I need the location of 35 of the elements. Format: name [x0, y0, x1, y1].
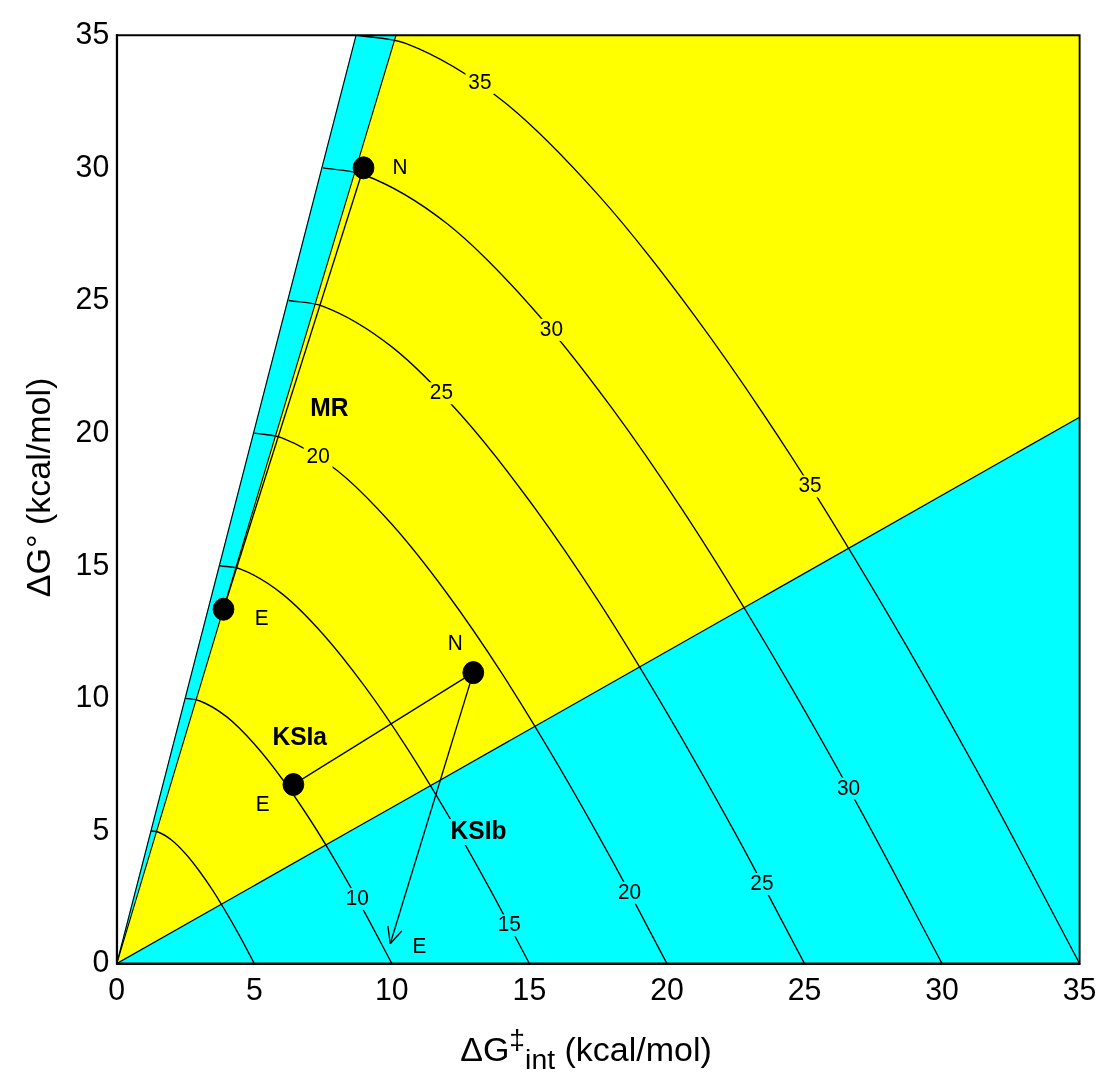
- x-axis-title: ΔG$^{‡}$$_{int}$ (kcal/mol): [459, 1023, 713, 1077]
- x-tick-label: 15: [512, 970, 547, 1007]
- y-tick-label: 15: [75, 545, 110, 582]
- annotation: 20: [617, 879, 642, 904]
- y-tick-label: 5: [92, 811, 110, 847]
- annotation: 15: [497, 911, 521, 937]
- y-axis-title: ΔG° (kcal/mol): [18, 376, 58, 600]
- x-tick-label: 35: [1062, 970, 1097, 1007]
- y-tick-label: 0: [92, 943, 110, 980]
- annotation: 10: [345, 885, 369, 911]
- y-tick-label: 20: [75, 413, 110, 450]
- y-tick-label: 10: [75, 678, 110, 715]
- annotation: 35: [798, 472, 822, 498]
- annotation: 30: [836, 775, 861, 800]
- x-tick-label: 25: [787, 970, 822, 1007]
- annotation: 30: [539, 316, 564, 342]
- x-tick-label: 10: [375, 970, 409, 1007]
- x-tick-label: 20: [650, 970, 684, 1007]
- annotation: KSIb: [450, 815, 507, 845]
- annotation: N: [392, 154, 408, 180]
- annotation: N: [447, 630, 463, 656]
- x-tick-label: 5: [245, 970, 263, 1007]
- y-tick-label: 25: [75, 280, 110, 317]
- annotation: E: [255, 791, 270, 817]
- annotation: 35: [468, 69, 492, 95]
- annotation: KSIa: [272, 721, 328, 751]
- annotation: 25: [429, 379, 453, 405]
- annotation: MR: [310, 392, 349, 422]
- annotation: E: [412, 933, 427, 959]
- annotation: 25: [750, 870, 774, 896]
- y-tick-label: 35: [75, 15, 110, 52]
- x-tick-label: 30: [925, 970, 959, 1007]
- annotation: E: [254, 605, 269, 630]
- annotation: 20: [306, 443, 330, 469]
- y-tick-label: 30: [75, 147, 110, 184]
